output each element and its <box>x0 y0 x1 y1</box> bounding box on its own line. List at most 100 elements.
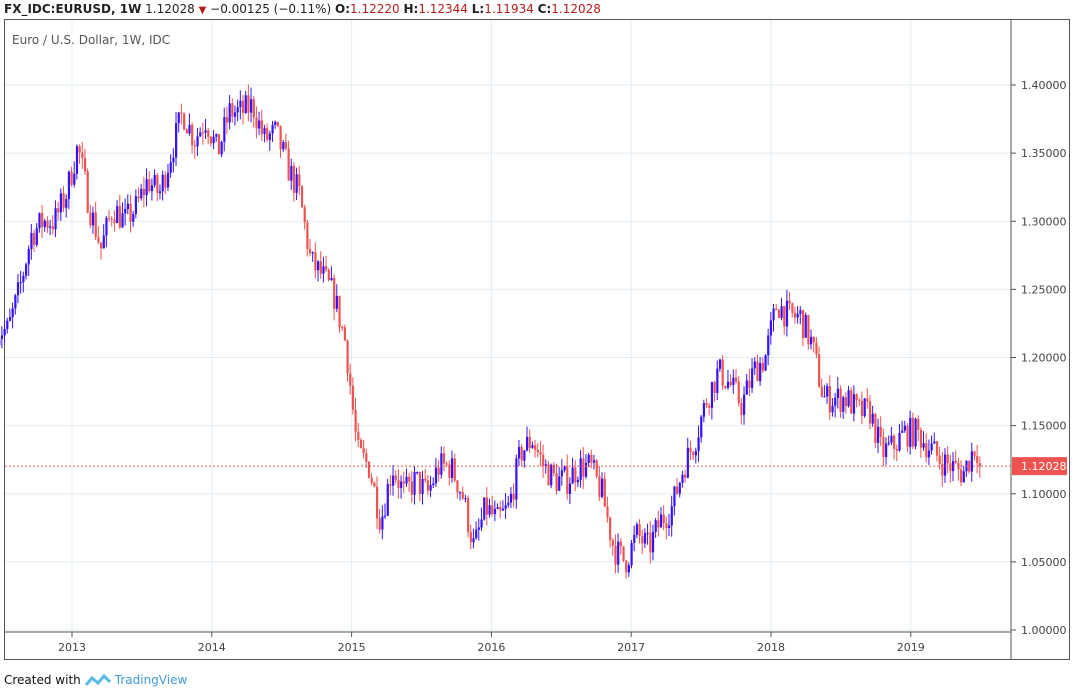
candle-body <box>140 188 143 199</box>
candle-body <box>563 466 566 471</box>
candle-body <box>769 320 773 336</box>
candle-body <box>868 401 872 424</box>
candle-body <box>405 476 408 484</box>
candle-body <box>175 123 178 158</box>
candle-body <box>662 514 665 524</box>
candle-body <box>384 515 387 517</box>
candle-body <box>166 172 170 188</box>
candle-body <box>885 443 888 457</box>
candle-body <box>871 413 874 424</box>
candle-body <box>576 479 580 483</box>
candle-body <box>51 226 54 230</box>
candle-body <box>850 390 853 414</box>
candle-body <box>692 452 695 456</box>
candle-body <box>118 206 121 228</box>
candle-body <box>188 124 191 134</box>
candle-body <box>751 368 754 388</box>
candle-body <box>818 354 821 387</box>
open-label: O: <box>335 2 351 16</box>
candle-body <box>349 373 352 386</box>
candle-body <box>81 152 84 159</box>
candle-body <box>523 450 526 461</box>
candle-body <box>689 447 692 453</box>
candle-body <box>499 507 502 511</box>
candle-body <box>526 436 529 451</box>
candle-body <box>158 191 162 194</box>
candle-body <box>898 432 901 451</box>
candle-body <box>386 484 389 516</box>
x-tick-label: 2015 <box>338 641 366 654</box>
candle-body <box>684 474 687 478</box>
candle-body <box>346 340 349 374</box>
candle-body <box>509 493 513 503</box>
candle-body <box>922 443 925 448</box>
candle-body <box>852 394 856 414</box>
candle-body <box>590 454 593 463</box>
candle-body <box>708 405 711 408</box>
candle-body <box>745 380 748 395</box>
candle-body <box>598 476 601 497</box>
candle-body <box>110 218 113 220</box>
candle-body <box>367 461 371 478</box>
candle-body <box>295 174 298 193</box>
candle-body <box>764 355 767 371</box>
candle-body <box>145 179 148 196</box>
candle-body <box>416 471 419 473</box>
candle-body <box>467 498 470 533</box>
candle-body <box>298 174 301 187</box>
candle-body <box>954 461 957 463</box>
candle-body <box>209 136 213 144</box>
candle-body <box>793 313 797 318</box>
candle-body <box>702 403 706 417</box>
candle-body <box>153 175 156 186</box>
candle-body <box>547 464 550 486</box>
candle-body <box>212 136 215 144</box>
candle-body <box>429 485 432 491</box>
candle-body <box>973 451 976 456</box>
y-tick-label: 1.00000 <box>1021 624 1067 637</box>
candle-body <box>606 506 609 518</box>
candle-body <box>314 252 317 271</box>
candle-body <box>308 248 312 254</box>
candle-body <box>592 460 596 463</box>
candle-body <box>826 386 829 397</box>
last-price: 1.12028 <box>145 2 195 16</box>
candle-body <box>796 313 799 318</box>
candle-body <box>668 525 671 528</box>
candle-body <box>678 482 681 494</box>
candle-body <box>574 467 577 483</box>
candle-body <box>236 107 239 113</box>
candle-body <box>978 463 981 467</box>
tradingview-link[interactable]: TradingView <box>114 673 188 687</box>
candle-body <box>847 390 850 407</box>
candle-body <box>319 261 322 274</box>
candle-body <box>392 475 395 486</box>
candle-body <box>960 469 963 483</box>
candle-body <box>94 212 97 238</box>
candle-body <box>935 441 939 456</box>
candle-body <box>893 435 896 450</box>
candle-body <box>970 451 973 472</box>
candle-body <box>911 417 915 447</box>
candle-body <box>271 125 274 134</box>
candle-body <box>266 128 269 140</box>
candle-body <box>461 492 464 499</box>
last-price-label: 1.12028 <box>1021 460 1067 473</box>
candle-body <box>215 134 218 137</box>
candle-body <box>804 315 807 338</box>
candle-body <box>767 335 770 356</box>
tradingview-logo-icon <box>84 673 111 686</box>
candle-body <box>903 425 906 431</box>
candle-body <box>483 497 486 520</box>
candle-body <box>507 502 510 506</box>
candle-body <box>520 447 523 461</box>
candle-body <box>560 470 564 477</box>
candle-body <box>743 394 746 415</box>
candle-body <box>99 242 103 249</box>
candle-body <box>126 203 129 209</box>
candle-body <box>930 443 933 451</box>
close-value: 1.12028 <box>551 2 601 16</box>
candle-body <box>601 478 604 497</box>
candle-body <box>183 113 186 130</box>
